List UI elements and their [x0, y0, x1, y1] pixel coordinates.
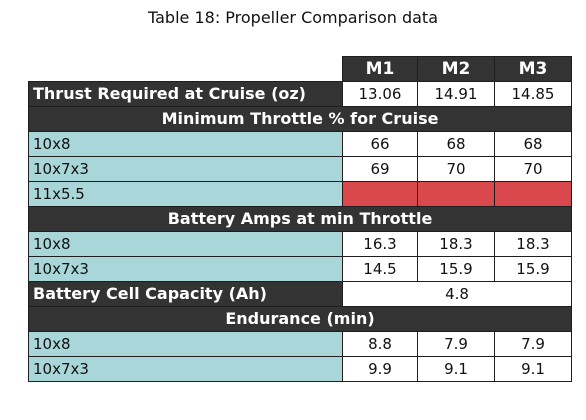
prop-label-10x8: 10x8	[28, 231, 343, 257]
prop-label-11x5-5: 11x5.5	[28, 181, 343, 207]
amps-cell: 18.3	[494, 231, 572, 257]
section-header-row: Endurance (min)	[28, 306, 572, 332]
prop-label-10x7x3: 10x7x3	[28, 156, 343, 182]
prop-label-10x7x3: 10x7x3	[28, 256, 343, 282]
endurance-cell: 7.9	[417, 331, 495, 357]
table-caption: Table 18: Propeller Comparison data	[148, 8, 438, 27]
amps-cell: 15.9	[417, 256, 495, 282]
prop-label-10x7x3: 10x7x3	[28, 356, 343, 382]
throttle-cell: 69	[342, 156, 418, 182]
endurance-section-title: Endurance (min)	[28, 306, 572, 332]
section-header-row: Battery Amps at min Throttle	[28, 206, 572, 232]
missing-value-cell	[342, 181, 418, 207]
amps-cell: 16.3	[342, 231, 418, 257]
prop-label-10x8: 10x8	[28, 331, 343, 357]
prop-label-10x8: 10x8	[28, 131, 343, 157]
endurance-cell: 7.9	[494, 331, 572, 357]
endurance-cell: 8.8	[342, 331, 418, 357]
column-header-m3: M3	[494, 56, 572, 82]
column-header-m1: M1	[342, 56, 418, 82]
column-header-m2: M2	[417, 56, 495, 82]
battery-amps-section-title: Battery Amps at min Throttle	[28, 206, 572, 232]
amps-cell: 18.3	[417, 231, 495, 257]
thrust-label: Thrust Required at Cruise (oz)	[28, 81, 343, 107]
capacity-row: Battery Cell Capacity (Ah) 4.8	[28, 281, 572, 307]
missing-value-cell	[494, 181, 572, 207]
throttle-cell: 70	[494, 156, 572, 182]
table-row: 10x7x3 9.9 9.1 9.1	[28, 356, 572, 382]
amps-cell: 15.9	[494, 256, 572, 282]
thrust-row: Thrust Required at Cruise (oz) 13.06 14.…	[28, 81, 572, 107]
empty-corner-cell	[29, 57, 343, 82]
capacity-label: Battery Cell Capacity (Ah)	[28, 281, 343, 307]
table-row: 10x8 16.3 18.3 18.3	[28, 231, 572, 257]
throttle-cell: 68	[417, 131, 495, 157]
throttle-cell: 68	[494, 131, 572, 157]
table-row: 10x7x3 14.5 15.9 15.9	[28, 256, 572, 282]
throttle-cell: 70	[417, 156, 495, 182]
section-header-row: Minimum Throttle % for Cruise	[28, 106, 572, 132]
table-row: 10x8 66 68 68	[28, 131, 572, 157]
propeller-comparison-table: M1 M2 M3 Thrust Required at Cruise (oz) …	[28, 56, 572, 382]
table-row: 10x8 8.8 7.9 7.9	[28, 331, 572, 357]
table-row: 11x5.5	[28, 181, 572, 207]
endurance-cell: 9.1	[417, 356, 495, 382]
capacity-value: 4.8	[342, 281, 572, 307]
table-row: 10x7x3 69 70 70	[28, 156, 572, 182]
endurance-cell: 9.1	[494, 356, 572, 382]
missing-value-cell	[417, 181, 495, 207]
thrust-m2: 14.91	[417, 81, 495, 107]
thrust-m1: 13.06	[342, 81, 418, 107]
min-throttle-section-title: Minimum Throttle % for Cruise	[28, 106, 572, 132]
endurance-cell: 9.9	[342, 356, 418, 382]
column-header-row: M1 M2 M3	[29, 56, 572, 82]
throttle-cell: 66	[342, 131, 418, 157]
thrust-m3: 14.85	[494, 81, 572, 107]
amps-cell: 14.5	[342, 256, 418, 282]
